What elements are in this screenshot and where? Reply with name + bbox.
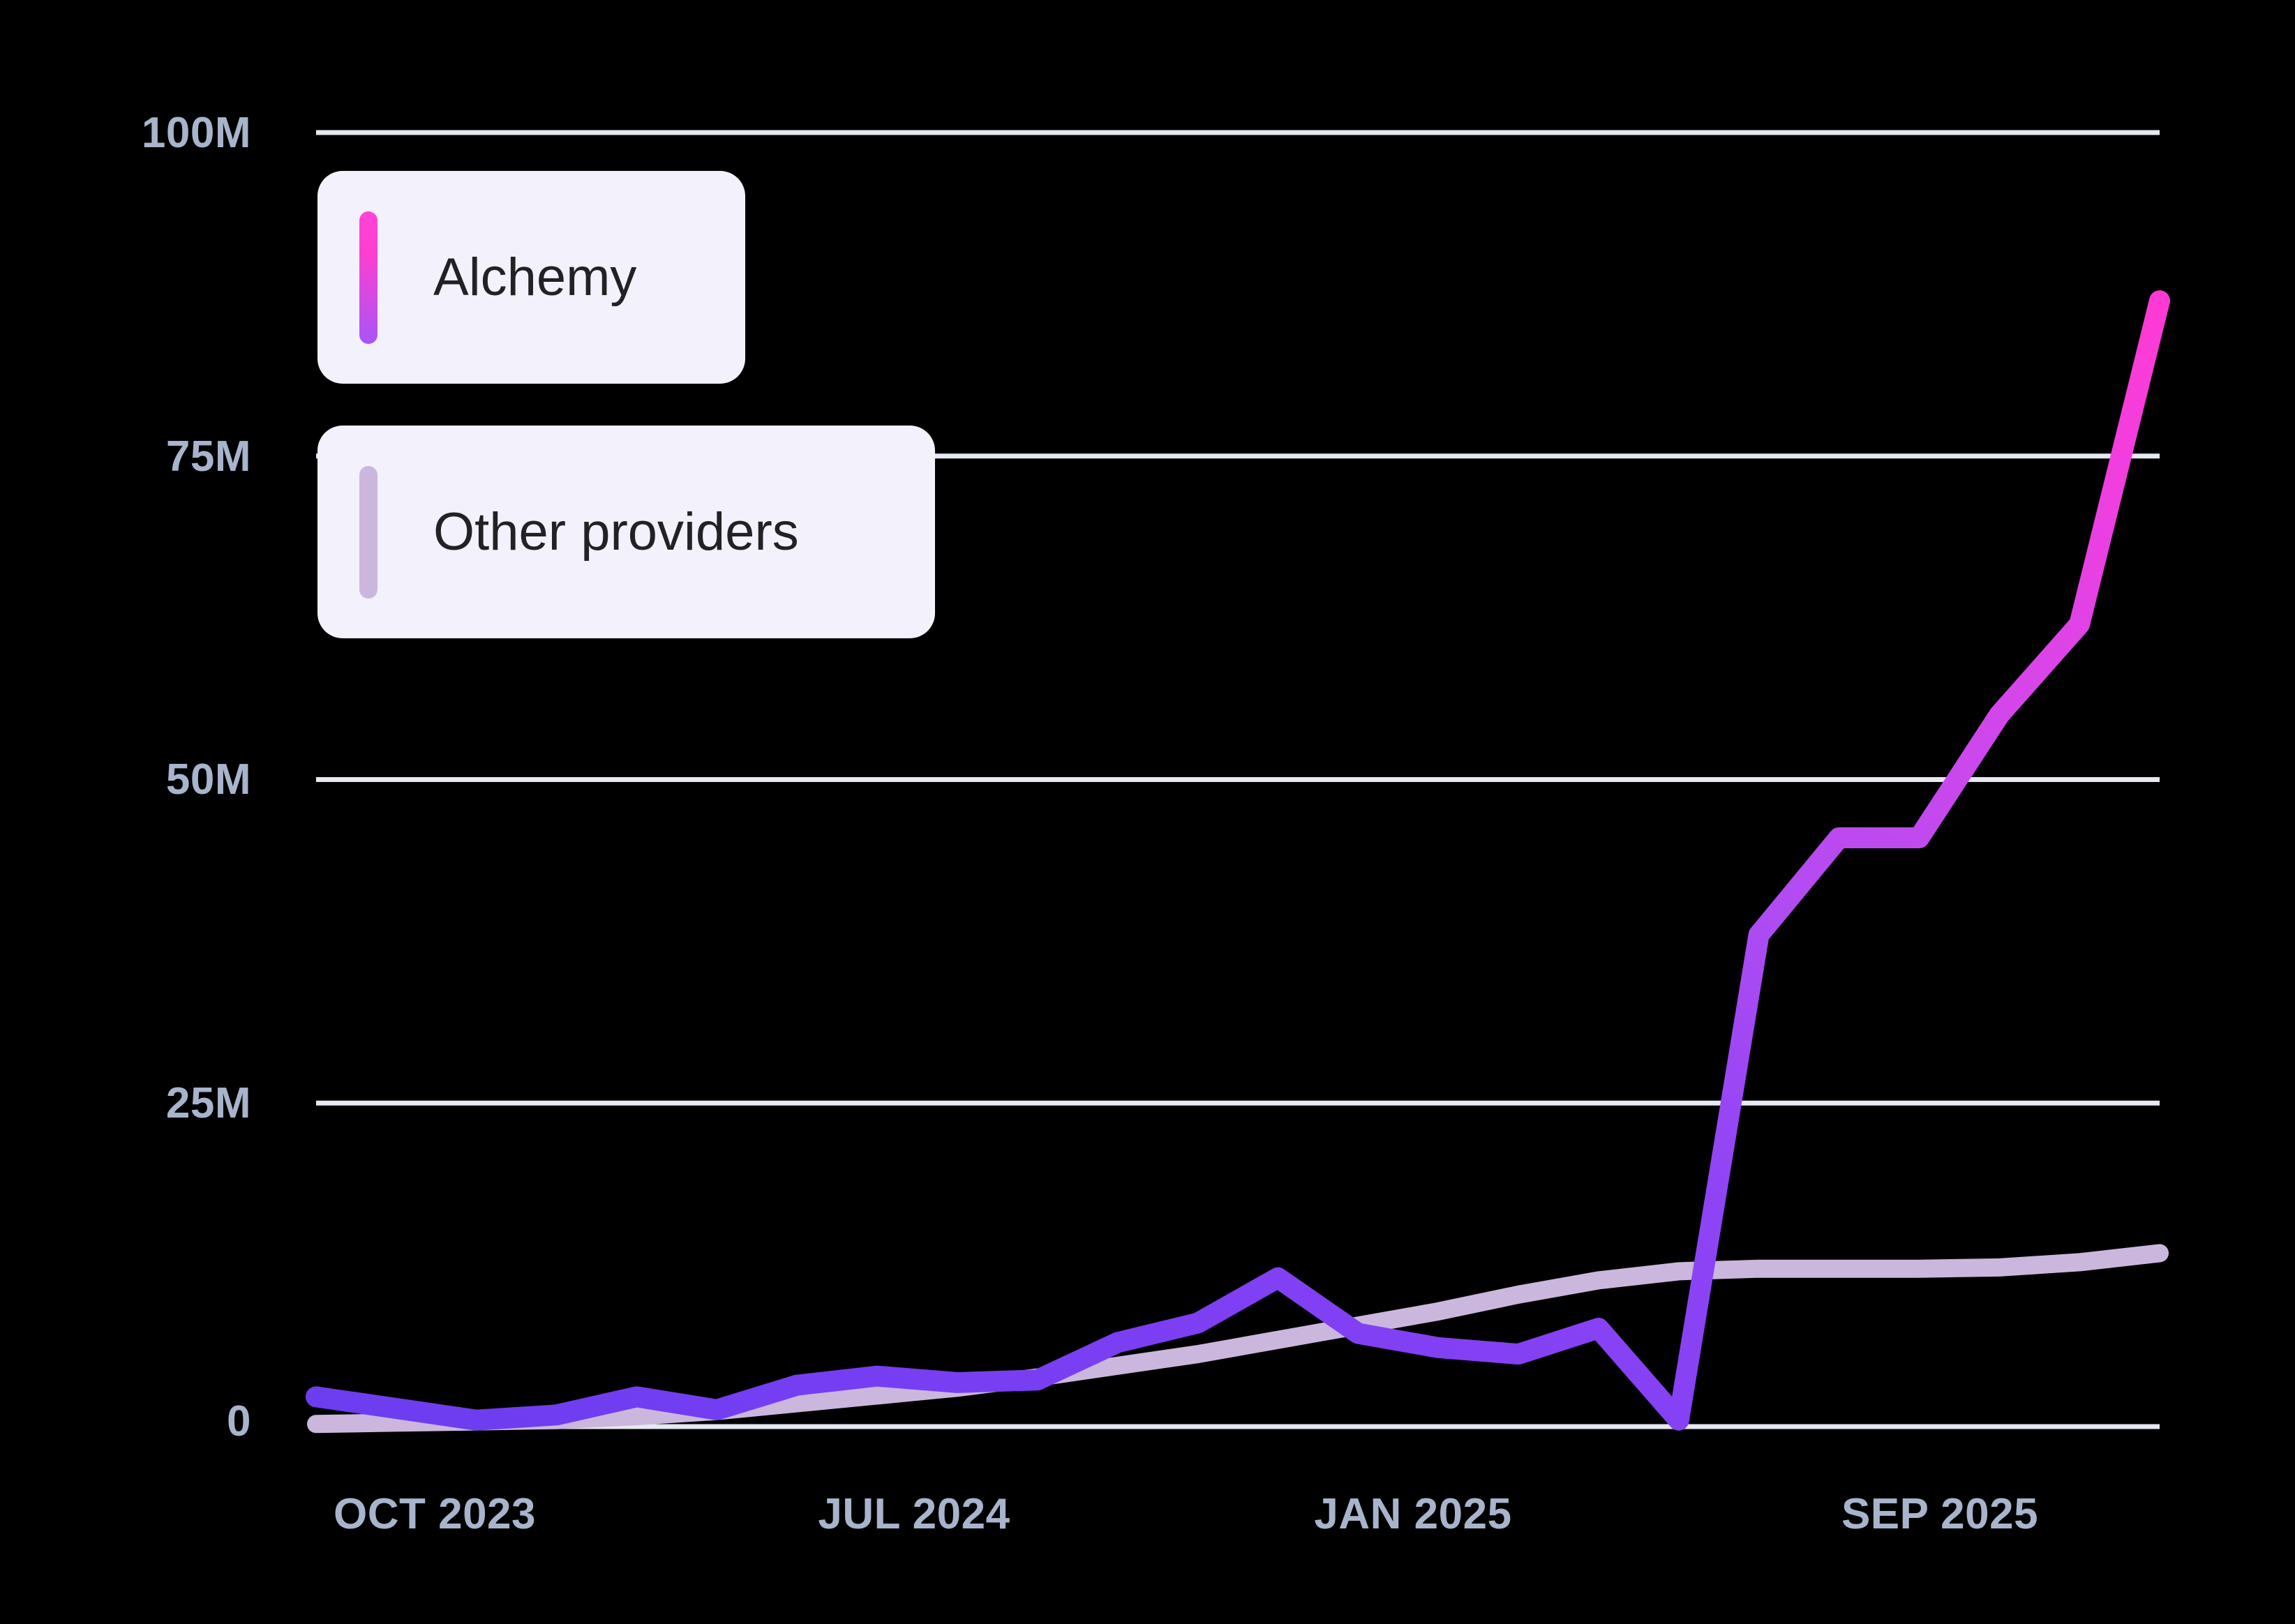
y-tick-label-100m: 100M (141, 109, 251, 157)
x-tick-label-sep-2025: SEP 2025 (1841, 1490, 2039, 1538)
series-line-other-providers (307, 1244, 2169, 1434)
legend-item-alchemy[interactable]: Alchemy (317, 171, 745, 384)
x-tick-label-jul-2024: JUL 2024 (818, 1490, 1010, 1538)
series-line-alchemy (306, 290, 2170, 1431)
y-tick-label-0: 0 (227, 1397, 251, 1445)
legend-swatch-alchemy-icon (359, 211, 377, 344)
legend-item-other-providers[interactable]: Other providers (317, 426, 935, 638)
y-tick-label-50m: 50M (165, 755, 251, 804)
legend-label-alchemy: Alchemy (433, 248, 637, 307)
legend-swatch-other-providers-icon (359, 465, 377, 599)
y-tick-label-25m: 25M (165, 1079, 251, 1127)
legend-label-other-providers: Other providers (433, 502, 799, 562)
x-tick-label-jan-2025: JAN 2025 (1314, 1490, 1512, 1538)
y-tick-label-75m: 75M (165, 433, 251, 481)
x-tick-label-oct-2023: OCT 2023 (333, 1490, 537, 1538)
